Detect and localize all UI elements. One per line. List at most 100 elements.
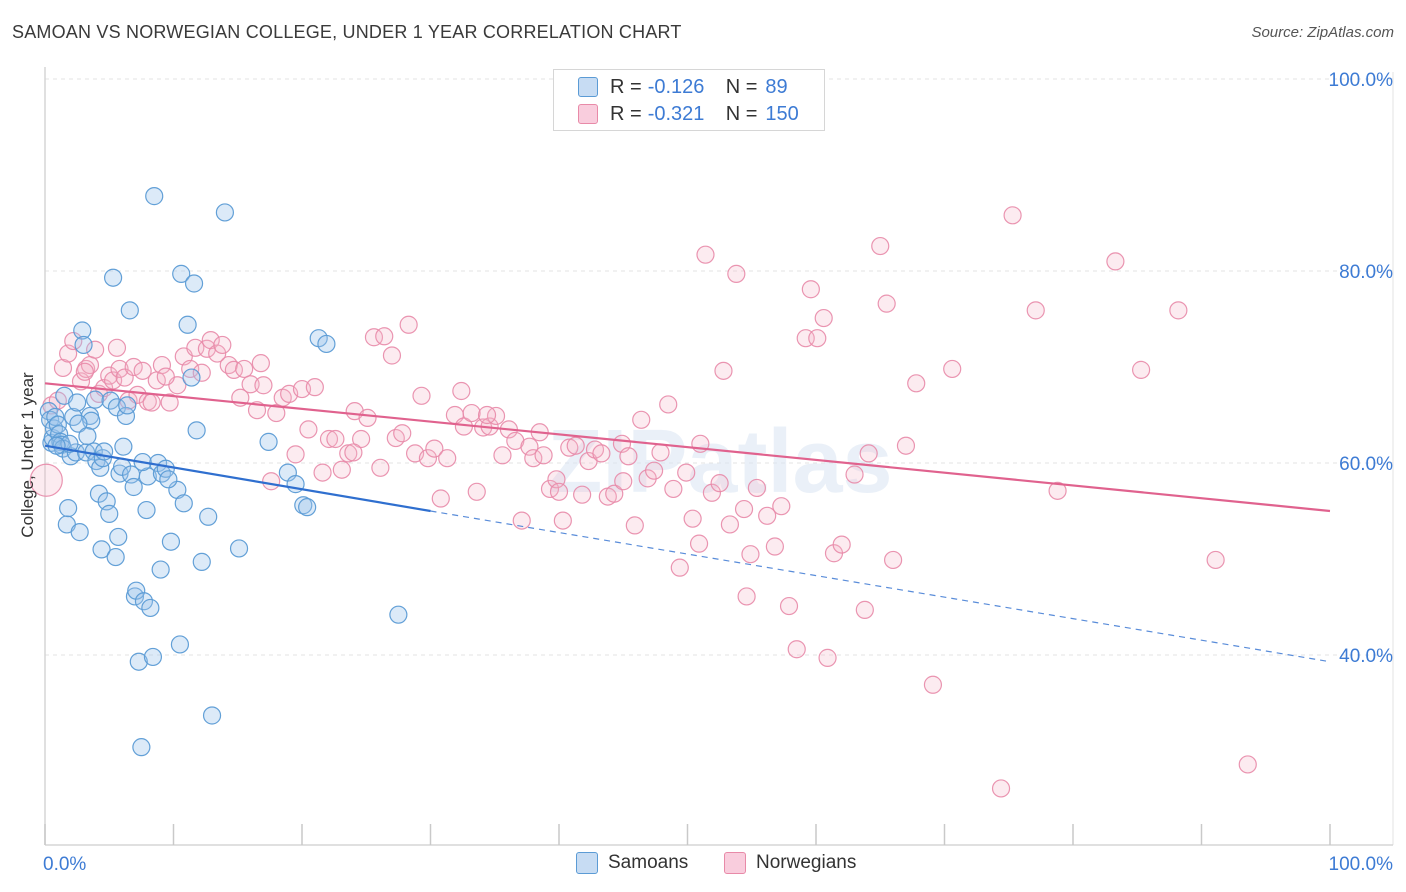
y-tick-label: 40.0% <box>1339 646 1393 667</box>
tick-labels: 40.0% 60.0% 80.0% 100.0% 0.0% 100.0% <box>43 70 1393 875</box>
norwegian-point <box>477 405 497 425</box>
legend-item-samoans[interactable]: Samoans <box>576 852 688 874</box>
norwegian-point <box>808 329 827 348</box>
samoan-point <box>129 652 148 671</box>
samoan-point <box>172 264 191 283</box>
norwegian-point <box>710 474 729 493</box>
y-tick-label: 80.0% <box>1339 262 1393 283</box>
norwegian-point <box>696 245 715 264</box>
legend-swatch-samoans <box>578 77 598 97</box>
norwegian-point <box>814 308 833 328</box>
norwegian-point <box>247 401 267 420</box>
samoan-point <box>187 421 206 440</box>
norwegian-point <box>758 506 777 525</box>
legend-n-value: 150 <box>765 102 799 125</box>
samoan-point <box>120 301 139 320</box>
norwegian-point <box>619 447 638 466</box>
norwegian-point <box>524 449 543 468</box>
samoan-point <box>182 368 201 387</box>
legend-label-samoans: Samoans <box>608 852 689 873</box>
norwegian-point <box>425 439 444 458</box>
norwegian-point <box>371 458 390 477</box>
samoan-point <box>141 598 160 618</box>
norwegian-point <box>737 587 756 606</box>
norwegian-point <box>644 461 664 480</box>
samoan-point <box>134 592 154 611</box>
norwegian-point <box>907 374 926 393</box>
samoan-point <box>101 391 120 410</box>
norwegian-point <box>566 436 585 455</box>
norwegian-point <box>553 511 572 530</box>
samoan-point <box>100 504 119 523</box>
samoan-point <box>86 390 105 409</box>
norwegian-point <box>305 378 324 397</box>
norwegian-point <box>549 482 569 501</box>
norwegian-point <box>352 429 371 449</box>
samoan-point <box>143 647 163 667</box>
norwegian-point <box>467 482 486 501</box>
legend-item-norwegians[interactable]: Norwegians <box>724 852 856 874</box>
norwegian-point <box>124 357 143 377</box>
norwegian-point <box>418 449 438 468</box>
norwegian-point <box>1048 481 1067 500</box>
norwegian-point <box>286 445 305 464</box>
samoan-point <box>73 321 92 340</box>
norwegian-point <box>64 331 83 351</box>
legend-r-value: -0.321 <box>647 102 705 125</box>
legend-r-label: R = <box>610 102 642 125</box>
norwegian-point <box>741 545 760 564</box>
samoan-point <box>317 334 336 354</box>
legend-row-samoans: R = -0.126 N = 89 <box>578 75 788 99</box>
samoan-point <box>69 414 88 433</box>
norwegian-point <box>1003 206 1022 225</box>
samoan-point <box>48 415 67 434</box>
axes <box>44 67 1394 846</box>
chart-source: Source: ZipAtlas.com <box>1251 24 1394 41</box>
norwegian-point <box>991 779 1011 798</box>
samoan-point <box>118 396 137 415</box>
norwegian-point <box>375 327 394 346</box>
samoan-point <box>137 500 156 520</box>
legend-row-norwegians: R = -0.321 N = 150 <box>578 102 799 126</box>
norwegian-point <box>702 483 722 502</box>
norwegian-point <box>235 359 254 379</box>
samoan-point <box>106 547 125 567</box>
norwegian-point <box>943 359 962 379</box>
samoan-point <box>389 605 408 624</box>
norwegian-point <box>714 361 733 380</box>
norwegian-point <box>75 362 94 381</box>
legend-n-value: 89 <box>765 75 788 98</box>
samoan-points <box>39 187 408 757</box>
norwegian-point <box>251 354 270 373</box>
samoan-point <box>68 393 87 412</box>
norwegian-point <box>727 264 746 283</box>
samoan-point <box>124 477 143 497</box>
norwegian-point <box>254 376 273 395</box>
norwegian-point <box>1206 550 1225 570</box>
norwegian-point <box>431 489 450 508</box>
chart-title: SAMOAN VS NORWEGIAN COLLEGE, UNDER 1 YEA… <box>12 22 682 42</box>
norwegian-point <box>326 429 345 449</box>
samoan-point <box>192 552 211 571</box>
samoan-point <box>161 532 181 551</box>
samoan-point <box>138 467 157 486</box>
norwegian-point <box>358 408 377 427</box>
norwegian-point <box>592 444 611 463</box>
legend-n-label: N = <box>725 102 758 125</box>
norwegian-point <box>115 368 134 387</box>
correlation-legend: R = -0.126 N = 89 R = -0.321 N = 150 <box>553 69 825 131</box>
norwegian-point <box>605 484 624 503</box>
norwegian-point <box>651 443 670 462</box>
norwegian-point <box>677 463 696 482</box>
norwegian-point <box>192 363 211 382</box>
norwegian-point <box>845 465 864 484</box>
norwegian-point <box>107 338 127 357</box>
x-tick-label: 100.0% <box>1329 854 1394 875</box>
norwegian-point <box>625 516 644 535</box>
norwegian-point <box>393 424 412 443</box>
norwegian-point <box>160 393 179 412</box>
samoan-point <box>74 335 93 355</box>
norwegian-point <box>241 375 260 394</box>
legend-label-norwegians: Norwegians <box>756 852 857 873</box>
norwegian-point <box>142 393 161 412</box>
